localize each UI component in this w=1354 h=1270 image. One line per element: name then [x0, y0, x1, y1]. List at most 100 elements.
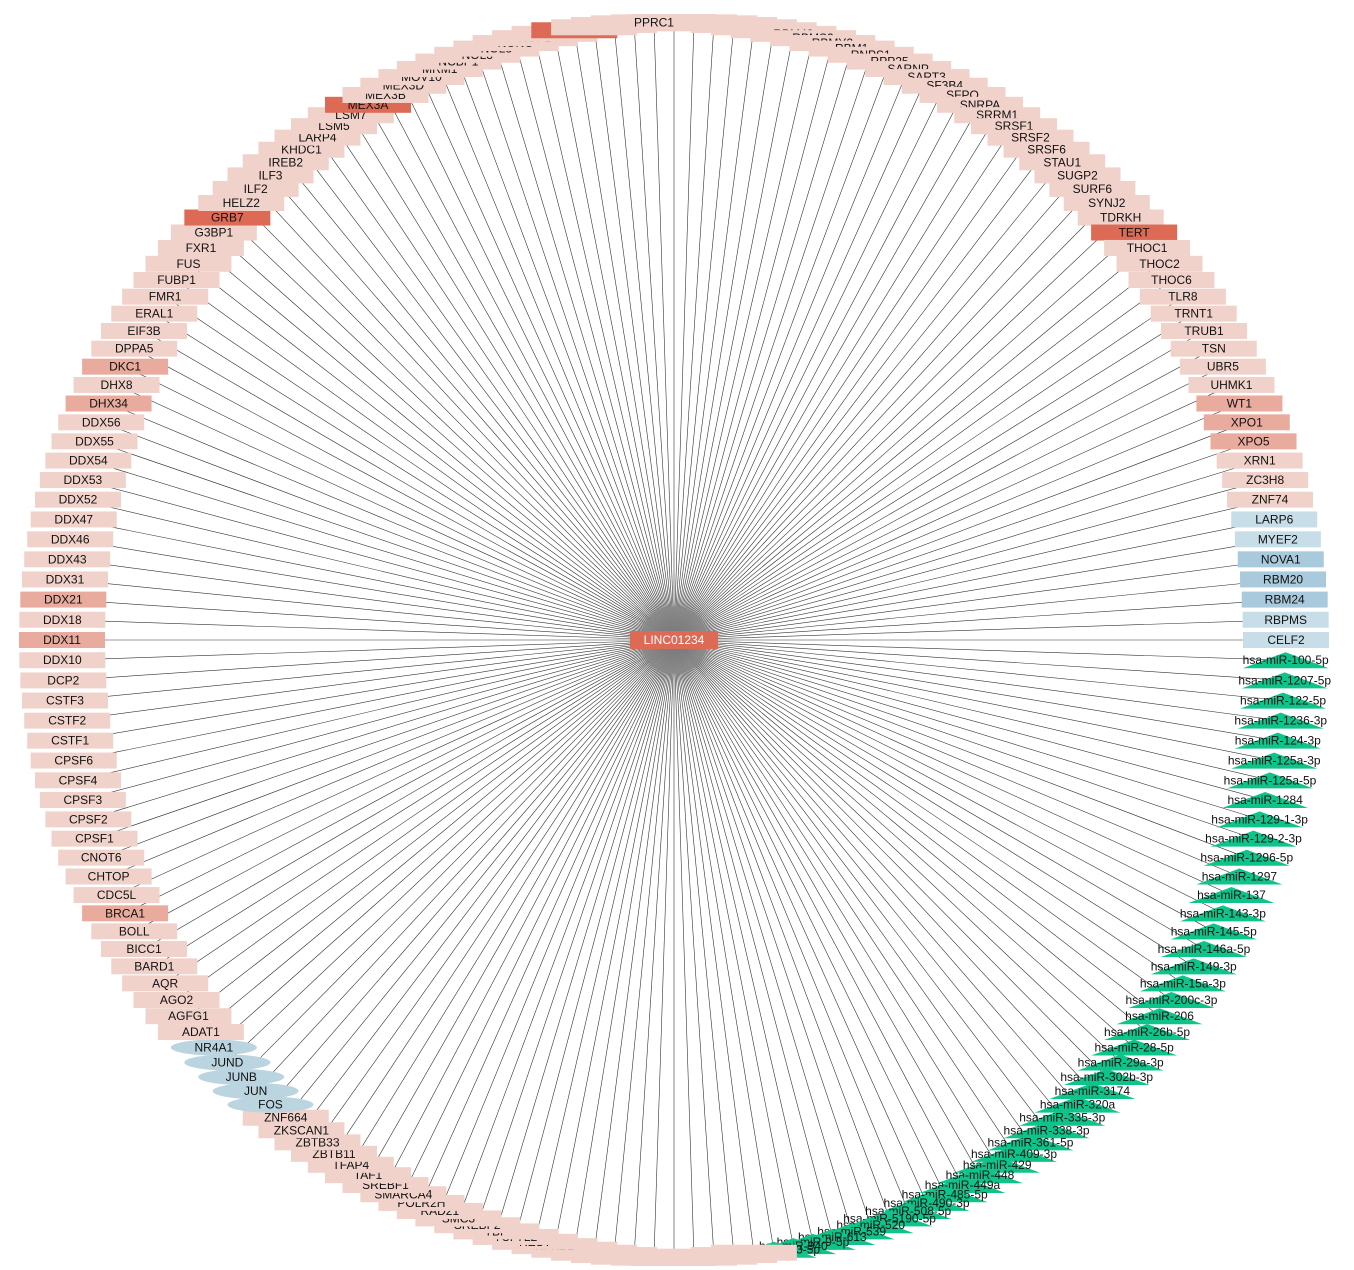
node-hsa-mir-200c-3p[interactable]: hsa-miR-200c-3p [1125, 991, 1218, 1008]
node-shape[interactable] [1237, 712, 1324, 729]
node-shape[interactable] [1170, 923, 1257, 940]
node-ubr5[interactable]: UBR5 [1179, 358, 1266, 375]
node-shape[interactable] [73, 887, 160, 904]
node-shape[interactable] [1104, 239, 1191, 256]
node-shape[interactable] [1234, 732, 1321, 749]
center-node-linc01234[interactable]: LINC01234 [630, 631, 718, 649]
node-shape[interactable] [157, 1024, 244, 1041]
node-cpsf6[interactable]: CPSF6 [30, 752, 117, 769]
node-shape[interactable] [82, 905, 169, 922]
node-zkscan1[interactable]: ZKSCAN1 [258, 1122, 345, 1139]
node-shape[interactable] [39, 472, 126, 489]
node-hsa-mir-409-3p[interactable]: hsa-miR-409-3p [971, 1145, 1058, 1162]
node-hsa-mir-335-3p[interactable]: hsa-miR-335-3p [1019, 1109, 1106, 1126]
node-shape[interactable] [212, 1083, 299, 1100]
node-shape[interactable] [1034, 167, 1121, 184]
node-shape[interactable] [111, 958, 198, 975]
node-cstf2[interactable]: CSTF2 [24, 712, 111, 729]
node-g3bp1[interactable]: G3BP1 [170, 224, 257, 241]
node-shape[interactable] [1231, 752, 1318, 769]
node-shape[interactable] [58, 849, 145, 866]
node-myef2[interactable]: MYEF2 [1234, 531, 1321, 548]
node-dhx8[interactable]: DHX8 [73, 376, 160, 393]
node-shape[interactable] [1161, 323, 1248, 339]
node-ddx31[interactable]: DDX31 [21, 571, 108, 588]
node-shape[interactable] [1179, 905, 1266, 922]
node-shape[interactable] [242, 1109, 329, 1126]
node-chtop[interactable]: CHTOP [65, 868, 152, 885]
node-shape[interactable] [1128, 272, 1215, 289]
node-shape[interactable] [1210, 830, 1297, 847]
node-shape[interactable] [1179, 358, 1266, 375]
node-shape[interactable] [1243, 632, 1329, 648]
node-shape[interactable] [1241, 591, 1328, 608]
node-shape[interactable] [1019, 154, 1106, 171]
node-shape[interactable] [30, 511, 117, 528]
node-shape[interactable] [242, 154, 329, 171]
node-shape[interactable] [258, 141, 345, 158]
node-shape[interactable] [1242, 611, 1329, 628]
node-shape[interactable] [170, 1039, 257, 1056]
node-shape[interactable] [51, 830, 138, 847]
node-larp6[interactable]: LARP6 [1231, 511, 1318, 528]
node-shape[interactable] [1216, 452, 1303, 469]
node-shape[interactable] [20, 672, 107, 689]
node-shape[interactable] [145, 1008, 232, 1025]
node-brca1[interactable]: BRCA1 [82, 905, 169, 922]
node-thoc2[interactable]: THOC2 [1116, 255, 1203, 272]
node-shape[interactable] [258, 1122, 345, 1139]
node-shape[interactable] [1049, 180, 1136, 197]
node-ddx56[interactable]: DDX56 [58, 414, 145, 431]
node-rbm24[interactable]: RBM24 [1241, 591, 1328, 608]
node-bard1[interactable]: BARD1 [111, 958, 198, 975]
node-shape[interactable] [20, 591, 107, 608]
node-shape[interactable] [27, 732, 114, 749]
node-shape[interactable] [971, 1145, 1058, 1162]
node-shape[interactable] [24, 712, 111, 729]
node-hsa-mir-1207-5p[interactable]: hsa-miR-1207-5p [1238, 672, 1331, 689]
node-zbtb33[interactable]: ZBTB33 [274, 1134, 361, 1151]
node-celf2[interactable]: CELF2 [1243, 632, 1329, 648]
node-hsa-mir-122-5p[interactable]: hsa-miR-122-5p [1240, 692, 1326, 709]
node-shape[interactable] [1241, 672, 1328, 689]
node-shape[interactable] [227, 1096, 314, 1113]
node-dhx34[interactable]: DHX34 [65, 395, 152, 412]
node-nr4a1[interactable]: NR4A1 [170, 1039, 257, 1056]
node-ilf2[interactable]: ILF2 [212, 180, 299, 197]
node-hsa-mir-1297[interactable]: hsa-miR-1297 [1196, 868, 1283, 885]
node-hsa-mir-15a-3p[interactable]: hsa-miR-15a-3p [1140, 975, 1226, 992]
node-shape[interactable] [1091, 224, 1178, 241]
node-shape[interactable] [198, 1068, 285, 1085]
node-agfg1[interactable]: AGFG1 [145, 1008, 232, 1025]
node-shape[interactable] [1019, 1109, 1106, 1126]
node-shape[interactable] [1231, 511, 1318, 528]
node-hsa-mir-29a-3p[interactable]: hsa-miR-29a-3p [1078, 1054, 1164, 1071]
node-ddx21[interactable]: DDX21 [20, 591, 107, 608]
node-jund[interactable]: JUND [184, 1054, 271, 1071]
node-shape[interactable] [1063, 1068, 1150, 1085]
node-fxr1[interactable]: FXR1 [157, 239, 244, 256]
node-dppa5[interactable]: DPPA5 [91, 340, 178, 357]
node-sugp2[interactable]: SUGP2 [1034, 167, 1121, 184]
center-node-box[interactable] [630, 631, 718, 649]
node-shape[interactable] [73, 376, 160, 393]
node-shape[interactable] [157, 239, 244, 256]
node-shape[interactable] [34, 491, 121, 508]
node-ddx46[interactable]: DDX46 [27, 531, 114, 548]
node-bicc1[interactable]: BICC1 [100, 941, 187, 957]
node-hsa-mir-302b-3p[interactable]: hsa-miR-302b-3p [1060, 1068, 1153, 1085]
node-shape[interactable] [1196, 395, 1283, 412]
node-shape[interactable] [1063, 195, 1150, 212]
node-shape[interactable] [1150, 958, 1237, 975]
node-hsa-mir-143-3p[interactable]: hsa-miR-143-3p [1179, 905, 1266, 922]
node-ireb2[interactable]: IREB2 [242, 154, 329, 171]
node-hsa-mir-1284[interactable]: hsa-miR-1284 [1222, 791, 1309, 808]
node-shape[interactable] [954, 1156, 1041, 1173]
node-hsa-mir-206[interactable]: hsa-miR-206 [1116, 1008, 1203, 1025]
node-shape[interactable] [1034, 1096, 1121, 1113]
node-shape[interactable] [1188, 376, 1275, 393]
node-ddx43[interactable]: DDX43 [24, 551, 111, 568]
node-shape[interactable] [19, 652, 106, 669]
node-shape[interactable] [1049, 1083, 1136, 1100]
node-thoc1[interactable]: THOC1 [1104, 239, 1191, 256]
